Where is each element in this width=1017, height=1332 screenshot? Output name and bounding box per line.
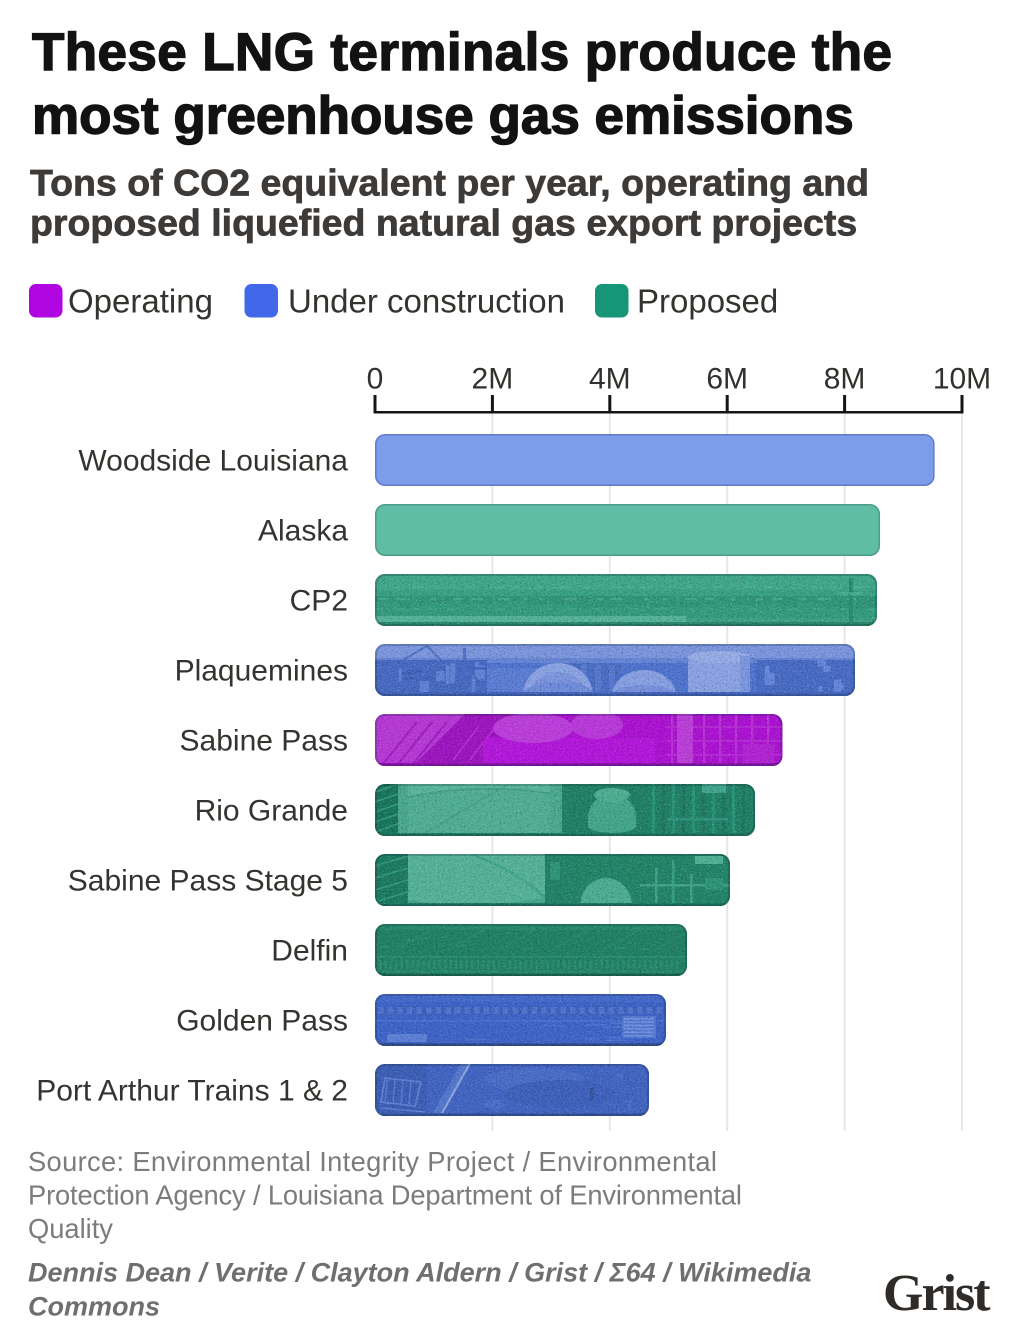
svg-text:2M: 2M: [472, 363, 514, 396]
svg-text:Tons of CO2 equivalent per yea: Tons of CO2 equivalent per year, operati…: [30, 161, 869, 203]
svg-text:These LNG terminals produce th: These LNG terminals produce the: [32, 23, 892, 82]
svg-text:Under construction: Under construction: [288, 283, 565, 320]
svg-text:Sabine Pass Stage 5: Sabine Pass Stage 5: [68, 864, 348, 897]
svg-text:Commons: Commons: [28, 1291, 160, 1321]
svg-text:Alaska: Alaska: [258, 514, 348, 547]
svg-text:Golden Pass: Golden Pass: [176, 1004, 348, 1037]
svg-text:proposed liquefied natural gas: proposed liquefied natural gas export pr…: [30, 202, 857, 244]
svg-text:0: 0: [367, 363, 384, 396]
svg-text:6M: 6M: [706, 363, 748, 396]
svg-text:Sabine Pass: Sabine Pass: [180, 724, 348, 757]
svg-text:Dennis Dean / Verite / Clayton: Dennis Dean / Verite / Clayton Aldern / …: [28, 1257, 811, 1287]
svg-text:Source: Environmental Integrit: Source: Environmental Integrity Project …: [28, 1146, 717, 1177]
svg-text:most greenhouse gas emissions: most greenhouse gas emissions: [32, 87, 854, 146]
svg-text:Delfin: Delfin: [271, 934, 348, 967]
svg-text:10M: 10M: [933, 363, 991, 396]
svg-text:Port Arthur Trains 1 & 2: Port Arthur Trains 1 & 2: [36, 1074, 348, 1107]
svg-text:8M: 8M: [824, 363, 866, 396]
svg-text:Woodside Louisiana: Woodside Louisiana: [78, 444, 348, 477]
svg-text:Protection Agency / Louisiana: Protection Agency / Louisiana Department…: [28, 1179, 742, 1210]
svg-text:Rio Grande: Rio Grande: [195, 794, 348, 827]
svg-text:Quality: Quality: [28, 1213, 113, 1244]
svg-text:CP2: CP2: [290, 584, 348, 617]
svg-text:Operating: Operating: [68, 283, 213, 320]
svg-text:4M: 4M: [589, 363, 631, 396]
svg-text:Proposed: Proposed: [637, 283, 778, 320]
svg-text:Grist: Grist: [883, 1265, 991, 1322]
svg-text:Plaquemines: Plaquemines: [175, 654, 348, 687]
